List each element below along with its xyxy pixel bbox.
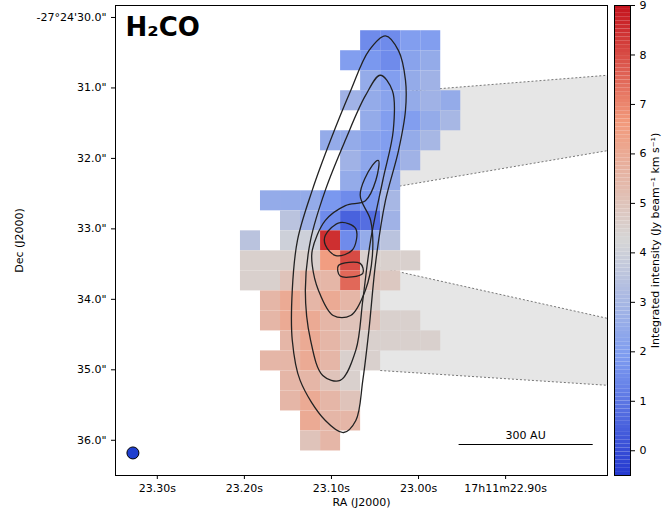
svg-text:36.0": 36.0" [77, 434, 107, 447]
svg-text:32.0": 32.0" [77, 152, 107, 165]
svg-text:H₂CO: H₂CO [126, 12, 200, 42]
svg-text:3: 3 [640, 296, 647, 309]
svg-text:17h11m22.90s: 17h11m22.90s [464, 482, 547, 495]
svg-text:4: 4 [640, 246, 647, 259]
svg-text:23.20s: 23.20s [226, 482, 263, 495]
svg-text:8: 8 [640, 48, 647, 61]
svg-text:-27°24'30.0": -27°24'30.0" [36, 11, 106, 24]
svg-text:0: 0 [640, 444, 647, 457]
svg-text:33.0": 33.0" [77, 222, 107, 235]
svg-text:300 AU: 300 AU [506, 429, 546, 442]
svg-text:35.0": 35.0" [77, 363, 107, 376]
svg-text:9: 9 [640, 0, 647, 12]
svg-text:23.10s: 23.10s [313, 482, 350, 495]
svg-text:7: 7 [640, 98, 647, 111]
svg-text:1: 1 [640, 395, 647, 408]
svg-text:23.00s: 23.00s [400, 482, 437, 495]
svg-text:34.0": 34.0" [77, 293, 107, 306]
svg-text:6: 6 [640, 147, 647, 160]
svg-text:Dec (J2000): Dec (J2000) [13, 208, 26, 273]
svg-text:31.0": 31.0" [77, 81, 107, 94]
svg-text:2: 2 [640, 345, 647, 358]
svg-text:RA (J2000): RA (J2000) [332, 496, 390, 509]
svg-text:23.30s: 23.30s [139, 482, 176, 495]
svg-text:Integrated intensity (Jy beam⁻: Integrated intensity (Jy beam⁻¹ km s⁻¹) [649, 133, 662, 349]
svg-text:5: 5 [640, 197, 647, 210]
